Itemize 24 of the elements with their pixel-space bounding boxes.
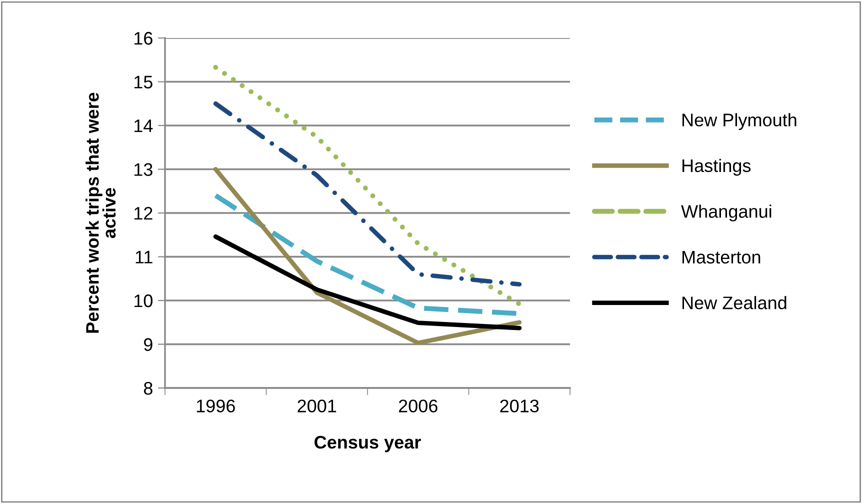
line-series [213,167,522,346]
y-tick-label: 11 [136,250,152,264]
x-tick-label: 2001 [298,400,336,412]
line-series [213,234,522,330]
x-axis-title: Census year [314,436,421,452]
y-tick-label: 15 [134,76,152,88]
y-axis-title: Percent work trips that were active [86,92,116,333]
x-tick-label: 1996 [196,400,235,412]
y-tick-label: 16 [134,32,152,45]
line-series [213,101,522,287]
y-tick-label: 12 [134,206,152,220]
line-series [213,64,522,306]
y-tick-label: 14 [134,120,153,132]
legend-label: Masterton [682,250,760,264]
x-tick-label: 2006 [398,400,438,412]
x-tick-label: 2013 [500,400,539,412]
legend-label: Whanganui [681,204,772,222]
y-tick-label: 13 [134,163,152,176]
y-tick-label: 10 [134,294,152,308]
y-tick-label: 8 [144,382,152,395]
legend-label: New Plymouth [682,113,796,130]
legend-label: Hastings [682,158,751,176]
y-tick-label: 9 [144,338,152,351]
legend-label: New Zealand [682,296,786,310]
